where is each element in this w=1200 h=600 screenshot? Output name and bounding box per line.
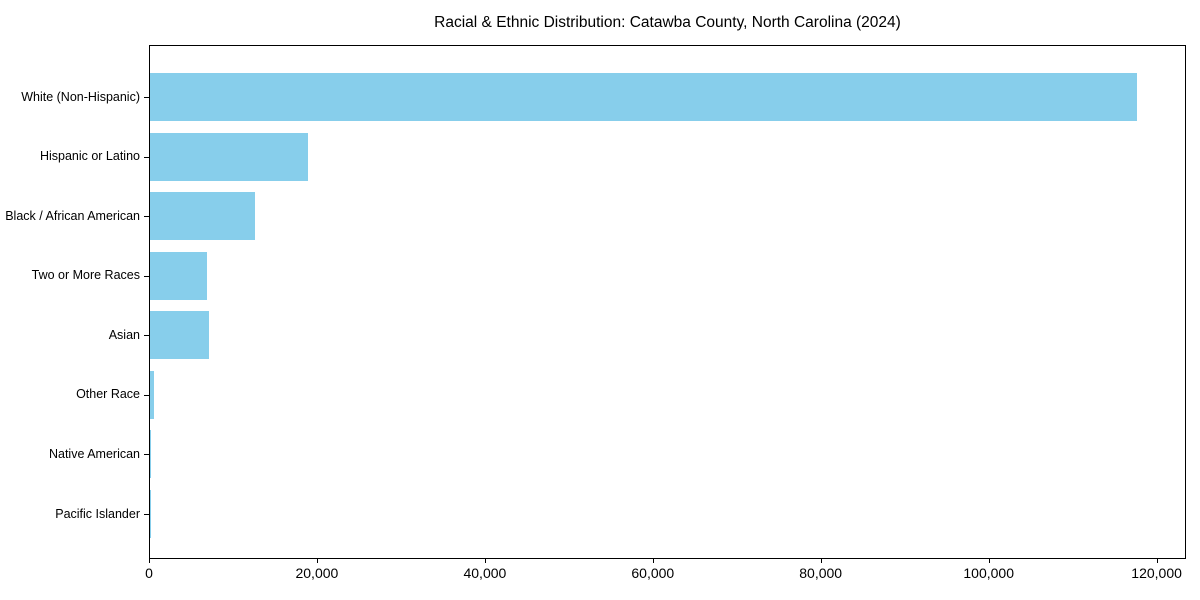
x-tick-label: 40,000 [463,565,507,581]
y-tick-mark [144,514,149,515]
y-tick-label-two-or-more-races: Two or More Races [31,268,140,283]
x-tick-mark [149,559,150,563]
y-tick-mark [144,216,149,218]
chart-title: Racial & Ethnic Distribution: Catawba Co… [434,14,901,31]
bar-white-non-hispanic [150,73,1138,121]
x-tick-mark [316,559,318,563]
y-tick-mark [144,454,149,456]
x-tick-label: 60,000 [631,565,675,581]
y-tick-mark [144,275,149,277]
x-tick-label: 120,000 [1131,565,1182,581]
bar-two-or-more-races [150,251,208,300]
y-tick-label-other-race: Other Race [76,387,140,402]
y-tick-label-pacific-islander: Pacific Islander [55,506,140,521]
y-tick-mark [144,97,149,98]
x-tick-mark [652,559,654,563]
y-tick-mark [144,335,149,337]
x-tick-label: 20,000 [295,565,339,581]
bar-hispanic-or-latino [150,132,308,181]
x-tick-label: 100,000 [963,565,1014,581]
y-tick-label-asian: Asian [108,327,140,342]
y-tick-label-hispanic-or-latino: Hispanic or Latino [39,149,140,164]
y-tick-label-white-non-hispanic: White (Non-Hispanic) [21,89,140,104]
x-tick-mark [820,559,822,563]
bar-native-american [150,430,152,479]
bar-black-african-american [150,192,255,241]
x-tick-mark [988,559,990,563]
x-tick-label: 80,000 [799,565,843,581]
y-tick-mark [144,394,149,396]
x-tick-mark [1156,559,1158,563]
y-tick-mark [144,156,149,158]
bar-other-race [150,370,155,419]
y-tick-label-native-american: Native American [48,446,140,461]
bar-asian [150,311,209,360]
plot-area [149,45,1186,559]
x-tick-mark [484,559,486,563]
y-tick-label-black-african-american: Black / African American [5,208,140,223]
x-tick-label: 0 [145,565,153,581]
